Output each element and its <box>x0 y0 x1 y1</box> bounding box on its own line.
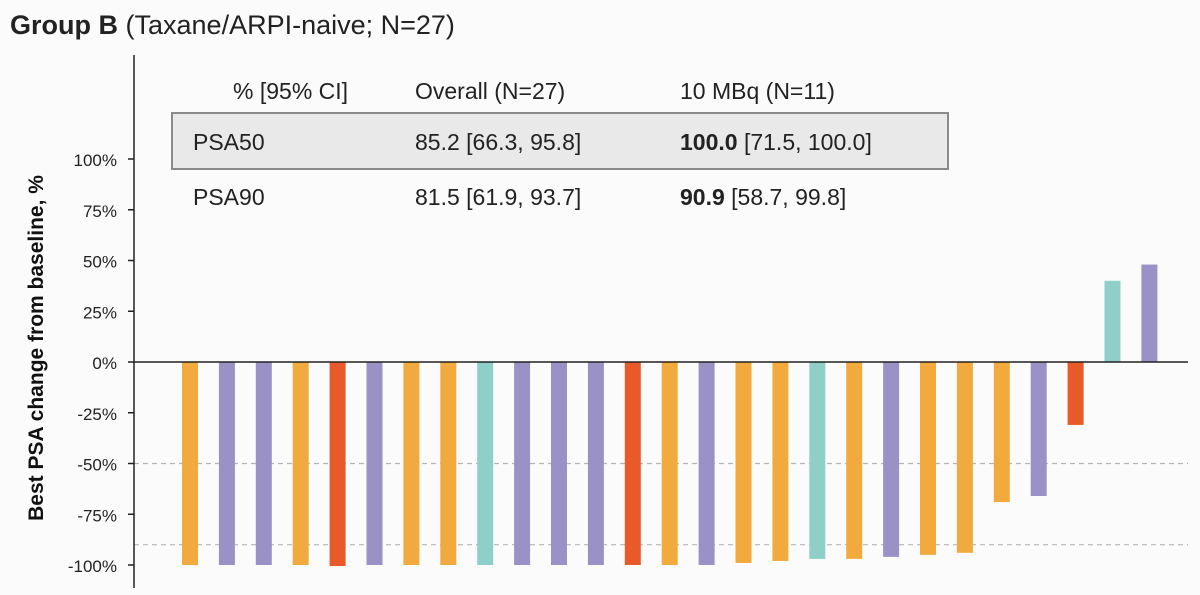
chart-title-rest: (Taxane/ARPI-naive; N=27) <box>125 10 455 40</box>
row-psa90-10mbq: 90.9 [58.7, 99.8] <box>680 184 846 210</box>
table-header-ci: % [95% CI] <box>233 78 348 104</box>
bar <box>772 362 789 561</box>
chart-title: Group B (Taxane/ARPI-naive; N=27) <box>10 10 455 41</box>
ci-table: % [95% CI] Overall (N=27) 10 MBq (N=11) … <box>171 78 949 210</box>
y-tick-label: -25% <box>77 405 117 424</box>
bar <box>551 362 567 565</box>
bar <box>587 362 604 565</box>
psa50-highlight-box <box>171 112 949 170</box>
row-psa50-10mbq-ci: [71.5, 100.0] <box>744 129 872 155</box>
bar <box>735 362 752 563</box>
table-header-10mbq: 10 MBq (N=11) <box>680 78 835 104</box>
y-tick-label: -100% <box>68 557 117 576</box>
y-tick-label: 75% <box>83 202 117 221</box>
bars-group <box>182 264 1158 567</box>
bar <box>1104 280 1121 362</box>
bar <box>329 362 346 567</box>
y-tick-label: 0% <box>92 354 117 373</box>
bar <box>440 362 457 565</box>
row-psa90-10mbq-value: 90.9 <box>680 184 725 210</box>
bar <box>182 362 198 565</box>
bar <box>366 362 383 565</box>
row-psa50-overall: 85.2 [66.3, 95.8] <box>415 129 581 155</box>
y-axis-label: Best PSA change from baseline, % <box>25 175 48 521</box>
bar <box>661 362 678 565</box>
row-psa50-10mbq-value: 100.0 <box>680 129 738 155</box>
bar <box>809 362 826 559</box>
bar <box>956 362 973 553</box>
y-ticks: 100% 75% 50% 25% 0% -25% -50% -75% -100% <box>68 151 134 576</box>
y-tick-label: 25% <box>83 303 117 322</box>
row-psa90-overall: 81.5 [61.9, 93.7] <box>415 184 581 210</box>
row-psa90-10mbq-ci: [58.7, 99.8] <box>731 184 846 210</box>
reference-lines <box>134 462 1188 546</box>
bar <box>1067 362 1084 425</box>
bar <box>255 362 272 565</box>
bar <box>218 362 235 565</box>
row-psa90-label: PSA90 <box>193 184 265 210</box>
bar <box>846 362 863 559</box>
table-header-overall: Overall (N=27) <box>415 78 565 104</box>
bar <box>883 362 900 557</box>
y-tick-label: 100% <box>74 151 117 170</box>
row-psa50-label: PSA50 <box>193 129 265 155</box>
row-psa50-10mbq: 100.0 [71.5, 100.0] <box>680 129 872 155</box>
bar <box>920 362 936 555</box>
bar <box>624 362 641 565</box>
y-tick-label: 50% <box>83 253 117 272</box>
y-tick-label: -75% <box>77 506 117 525</box>
bar <box>477 362 494 565</box>
bar <box>1141 264 1158 362</box>
bar <box>1030 362 1047 496</box>
bar <box>698 362 715 565</box>
y-tick-label: -50% <box>77 456 117 475</box>
bar <box>292 362 309 565</box>
bar <box>514 362 531 565</box>
chart-title-bold: Group B <box>10 10 118 40</box>
bar <box>403 362 420 565</box>
bar <box>993 362 1010 503</box>
